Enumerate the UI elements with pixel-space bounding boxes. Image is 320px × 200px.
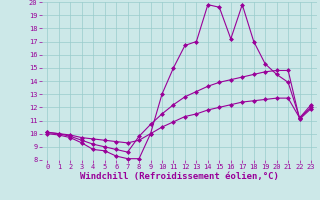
X-axis label: Windchill (Refroidissement éolien,°C): Windchill (Refroidissement éolien,°C) — [80, 172, 279, 181]
